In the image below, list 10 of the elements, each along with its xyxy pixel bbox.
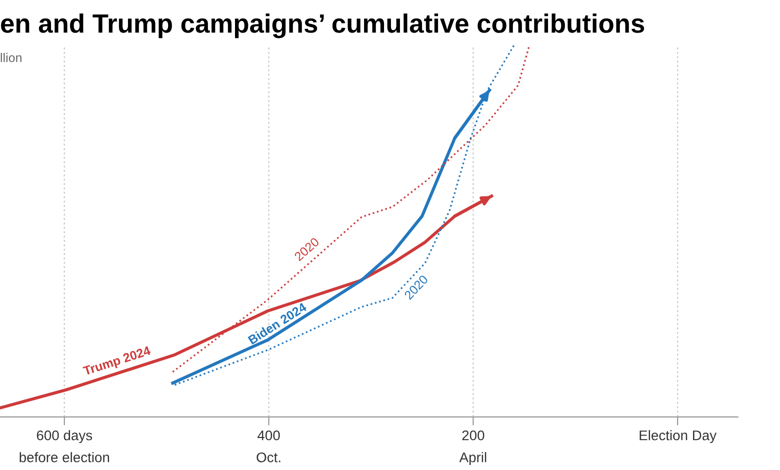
text: Oct. (256, 452, 280, 462)
x-tick-label: 400 (258, 430, 280, 440)
text: Trump 2024 (82, 346, 152, 378)
chart-title: en and Trump campaigns’ cumulative contributions (1, 13, 644, 38)
x-tick-label: 600 days (36, 430, 92, 444)
x-tick-label: 200 (462, 430, 484, 440)
text: before election (20, 452, 110, 462)
text: April (459, 452, 486, 466)
x-tick-label: Election Day (640, 430, 717, 444)
y-axis-title: llion (0, 52, 22, 62)
